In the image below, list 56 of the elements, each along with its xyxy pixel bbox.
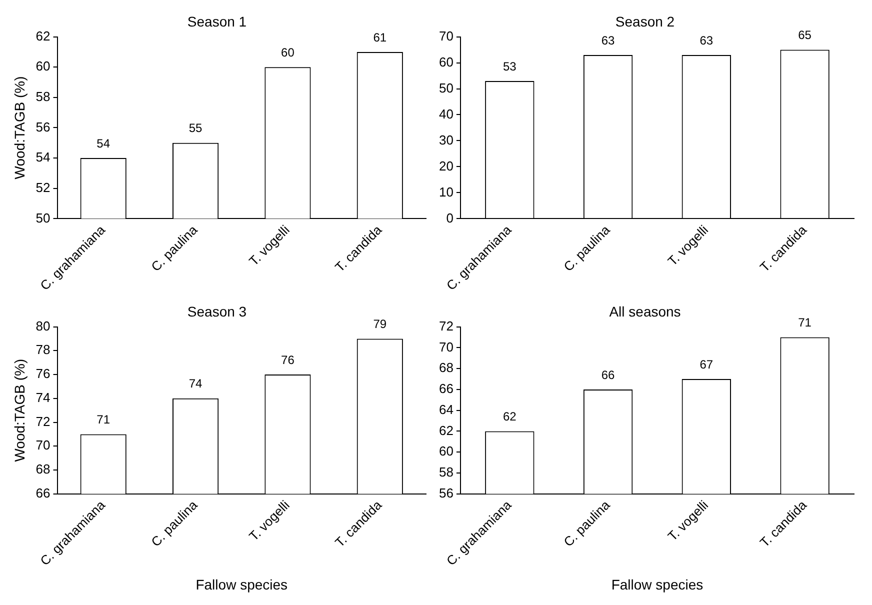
y-tick-label: 58 [36,89,50,104]
chart-title: Season 1 [187,13,247,30]
data-label: 62 [502,410,517,424]
y-tick-label: 64 [438,402,454,417]
data-label: 67 [700,357,714,372]
data-label: 55 [188,121,203,136]
y-axis-title: Wood:TAGB (%) [11,358,28,462]
y-tick-label: 68 [36,462,50,477]
y-tick-label: 54 [36,150,50,165]
x-axis-title: Fallow species [611,576,704,592]
data-label: 61 [373,30,387,44]
y-tick-label: 78 [36,342,50,358]
y-tick-label: 56 [438,485,454,500]
data-label: 60 [281,45,295,60]
y-tick-label: 60 [36,58,50,74]
y-tick-label: 0 [446,210,454,226]
chart-title: All seasons [609,303,681,320]
data-label: 65 [798,28,812,42]
chart-title: Season 3 [187,303,247,320]
y-tick-label: 20 [438,158,454,174]
data-label: 63 [601,33,616,48]
y-tick-label: 70 [36,438,50,453]
y-tick-label: 68 [438,360,454,376]
y-tick-label: 72 [36,414,50,429]
data-label: 54 [96,136,110,150]
data-label: 79 [373,317,387,332]
y-tick-label: 74 [36,390,50,405]
y-tick-label: 80 [36,318,50,334]
y-tick-label: 62 [438,422,454,438]
data-label: 53 [502,59,517,74]
y-axis-title: Wood:TAGB (%) [11,76,28,180]
data-label: 66 [601,368,616,382]
data-label: 74 [188,376,203,391]
y-tick-label: 10 [438,184,454,200]
y-tick-label: 50 [438,80,454,96]
y-tick-label: 56 [36,119,50,134]
y-tick-label: 70 [438,339,454,354]
data-label: 71 [798,316,812,330]
y-tick-label: 60 [438,444,454,459]
data-label: 76 [281,352,295,367]
y-tick-label: 50 [36,210,50,226]
x-axis-title: Fallow species [196,576,288,592]
y-tick-label: 70 [438,28,454,44]
y-tick-label: 66 [36,485,50,500]
data-label: 71 [96,412,110,427]
chart-title: Season 2 [615,13,675,30]
y-tick-label: 52 [36,180,50,195]
y-tick-label: 62 [36,28,50,44]
data-label: 63 [700,33,714,48]
y-tick-label: 66 [438,381,454,396]
y-tick-label: 40 [438,106,454,122]
y-tick-label: 60 [438,54,454,70]
y-tick-label: 76 [36,366,50,382]
y-tick-label: 30 [438,132,454,148]
y-tick-label: 58 [438,464,454,480]
y-tick-label: 72 [438,318,454,334]
